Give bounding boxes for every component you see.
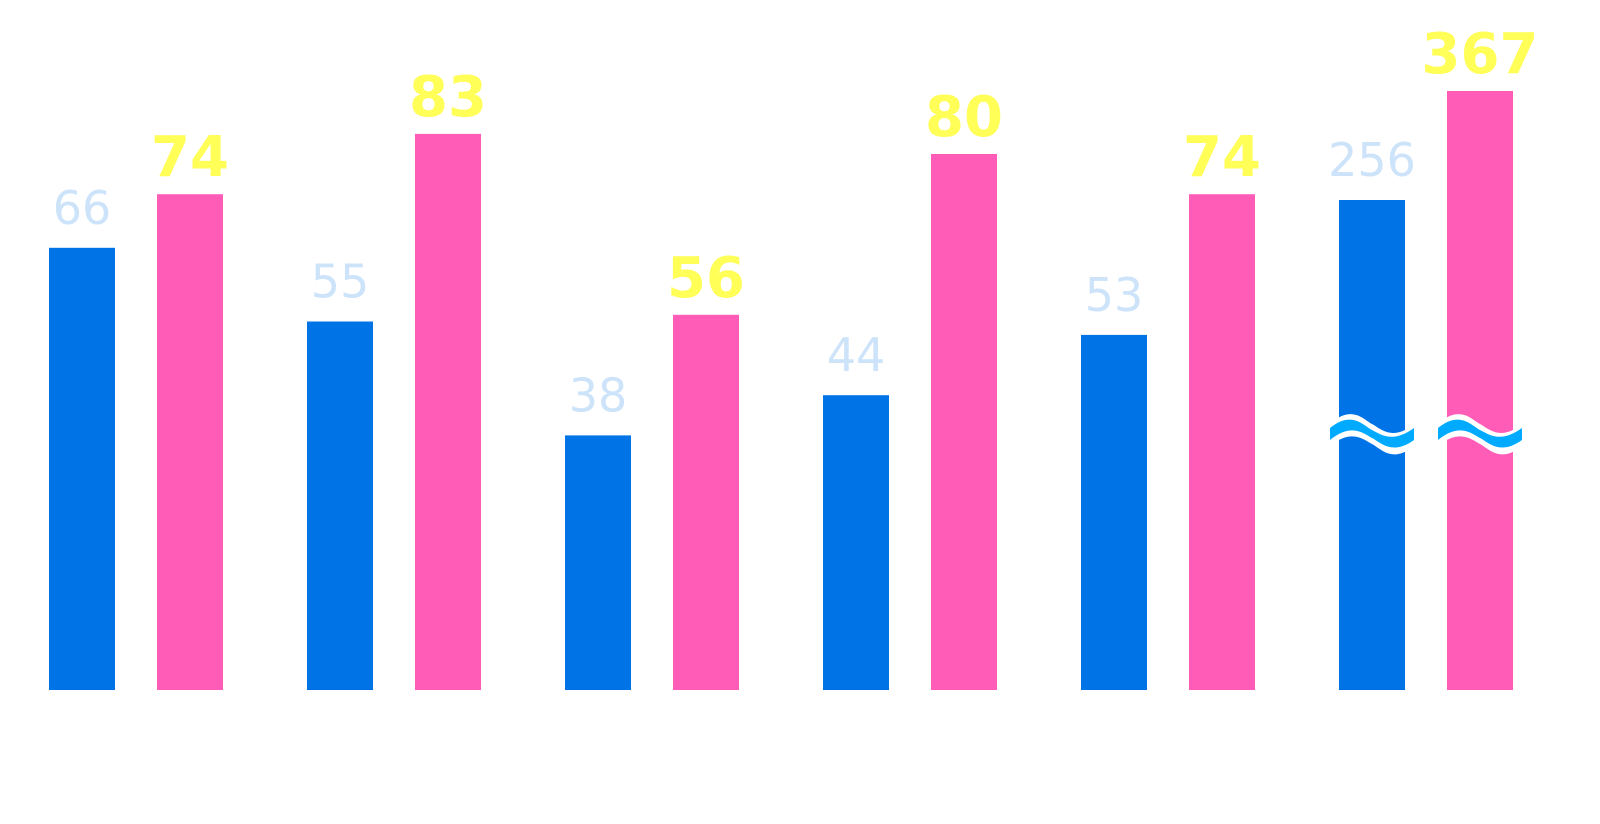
data-label-s2-c4: 80 [925,85,1003,150]
bar-s1-c5 [1081,334,1147,690]
bar-s2-c5 [1189,194,1255,690]
bar-s2-c1 [157,194,223,690]
bar-s2-c4 [931,154,997,690]
data-label-s2-c6: 367 [1422,22,1539,87]
data-label-s2-c1: 74 [151,125,229,190]
bar-s1-c3 [565,435,631,690]
bar-s2-c6 [1447,91,1513,690]
data-labels-layer: 66 55 38 44 53 256 74 83 56 80 74 367 [53,22,1539,422]
bar-s1-c2 [307,321,373,690]
data-label-s1-c1: 66 [53,181,112,235]
bar-s2-c3 [673,314,739,690]
bar-s2-c2 [415,133,481,690]
data-label-s1-c4: 44 [827,328,886,382]
data-label-s1-c3: 38 [569,368,628,422]
axis-break-marker [1330,414,1414,455]
axis-break-markers [1330,414,1522,455]
data-label-s2-c3: 56 [667,246,745,311]
bars-layer [49,91,1513,691]
data-label-s2-c2: 83 [409,65,487,130]
data-label-s1-c2: 55 [311,255,370,309]
data-label-s2-c5: 74 [1183,125,1261,190]
data-label-s1-c6: 256 [1328,133,1416,187]
bar-s1-c4 [823,395,889,690]
axis-break-marker [1438,414,1522,455]
bar-s1-c1 [49,247,115,691]
data-label-s1-c5: 53 [1085,268,1144,322]
